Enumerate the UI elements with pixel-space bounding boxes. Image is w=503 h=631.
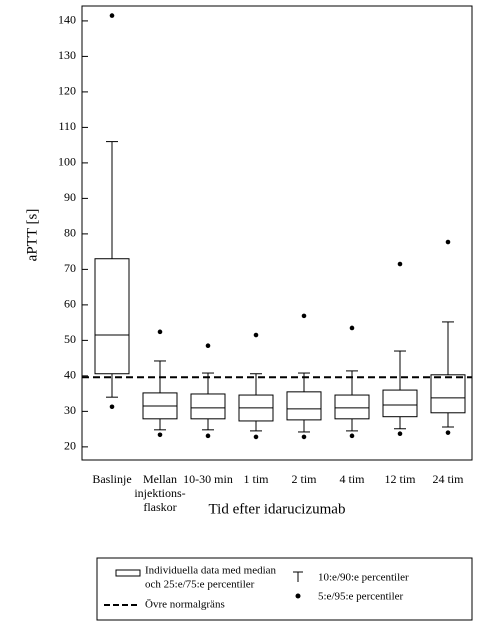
legend-box-label: och 25:e/75:e percentiler [145, 579, 255, 591]
y-tick-label: 120 [58, 84, 76, 98]
box [334, 394, 370, 420]
y-tick-label: 130 [58, 48, 76, 62]
outlier-dot [157, 329, 163, 335]
x-tick-label: injektions- [134, 486, 185, 500]
plot-frame [81, 5, 473, 461]
outlier-dot [397, 431, 403, 437]
y-tick-label: 90 [64, 190, 76, 204]
box [430, 374, 466, 414]
x-tick-label: 2 tim [291, 472, 317, 486]
outlier-dot [109, 13, 115, 18]
y-tick-label: 140 [58, 13, 76, 27]
x-tick-label: flaskor [143, 500, 176, 514]
x-tick-label: 12 tim [384, 472, 416, 486]
x-tick-label: 10-30 min [183, 472, 233, 486]
legend-dot-symbol [295, 593, 301, 599]
outlier-dot [157, 432, 163, 438]
legend-frame [96, 557, 473, 621]
box [190, 393, 226, 420]
y-tick-label: 30 [64, 403, 76, 417]
outlier-dot [397, 261, 403, 267]
outlier-dot [349, 433, 355, 439]
x-tick-label: Mellan [143, 472, 177, 486]
legend-box-symbol [115, 569, 141, 577]
legend: Individuella data med median och 25:e/75… [96, 557, 473, 621]
legend-reference-label: Övre normalgräns [145, 599, 225, 611]
outlier-dot [205, 433, 211, 439]
outlier-dot [205, 343, 211, 349]
x-axis-title: Tid efter idarucizumab [209, 501, 346, 517]
outlier-dot [109, 404, 115, 410]
box [382, 389, 418, 418]
outlier-dot [445, 430, 451, 435]
outlier-dot [349, 325, 355, 331]
y-tick-label: 60 [64, 297, 76, 311]
box [94, 258, 130, 375]
x-tick-label: 1 tim [243, 472, 269, 486]
y-axis-title: aPTT [s] [24, 209, 40, 262]
legend-dots-label: 5:e/95:e percentiler [318, 591, 404, 603]
outlier-dot [301, 434, 307, 440]
y-tick-label: 100 [58, 155, 76, 169]
y-tick-label: 50 [64, 332, 76, 346]
y-tick-label: 20 [64, 439, 76, 453]
legend-whisker-label: 10:e/90:e percentiler [318, 572, 409, 584]
outlier-dot [445, 239, 451, 245]
y-tick-label: 40 [64, 368, 76, 382]
legend-box-label: Individuella data med median [145, 565, 277, 577]
x-tick-label: Baslinje [92, 472, 131, 486]
y-tick-label: 70 [64, 261, 76, 275]
outlier-dot [253, 434, 259, 440]
outlier-dot [253, 332, 259, 338]
x-tick-label: 24 tim [432, 472, 464, 486]
x-tick-label: 4 tim [339, 472, 365, 486]
y-tick-label: 110 [58, 119, 76, 133]
box [286, 391, 322, 421]
y-tick-label: 80 [64, 226, 76, 240]
outlier-dot [301, 313, 307, 319]
